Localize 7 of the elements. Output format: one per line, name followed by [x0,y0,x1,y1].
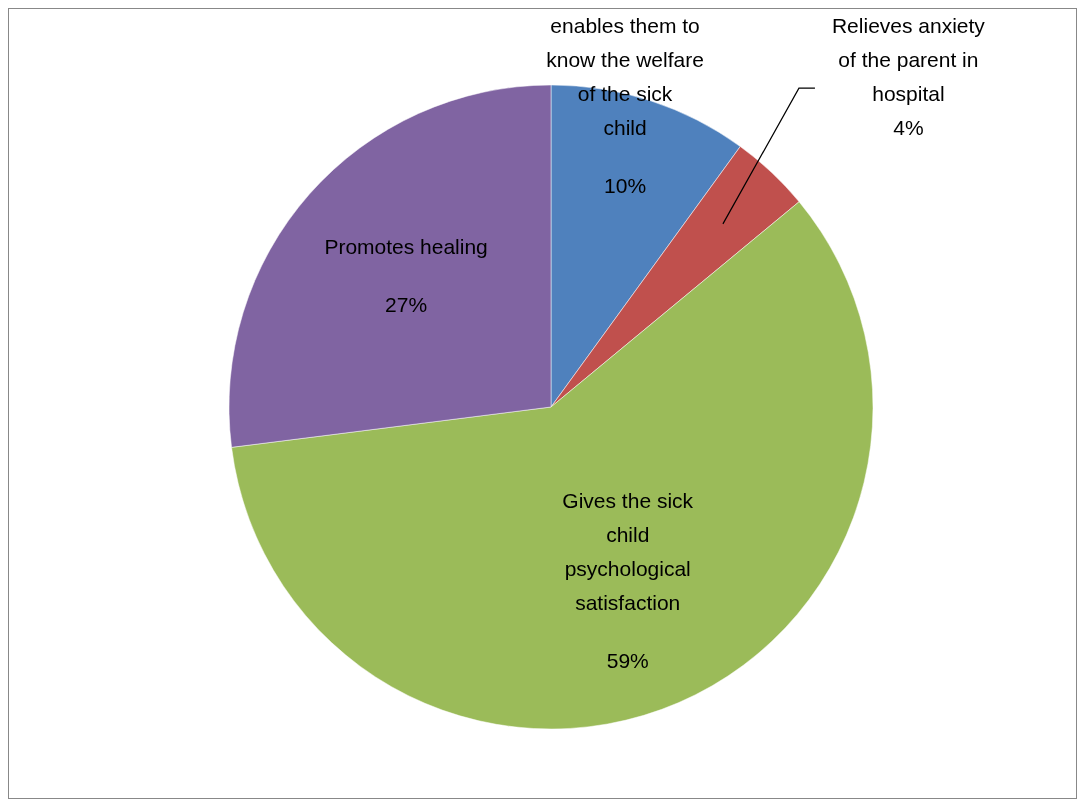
data-label: 59% [606,648,649,672]
data-label: 27% [385,292,428,316]
data-label: 10% [604,174,647,198]
data-label: 4% [893,116,924,140]
slice-label: Promotes healing [324,234,488,258]
slice-label: Gives the sick child psychological satisfaction [562,488,694,614]
slice-label: Relieves anxiety of the parent in hospital [831,14,986,106]
